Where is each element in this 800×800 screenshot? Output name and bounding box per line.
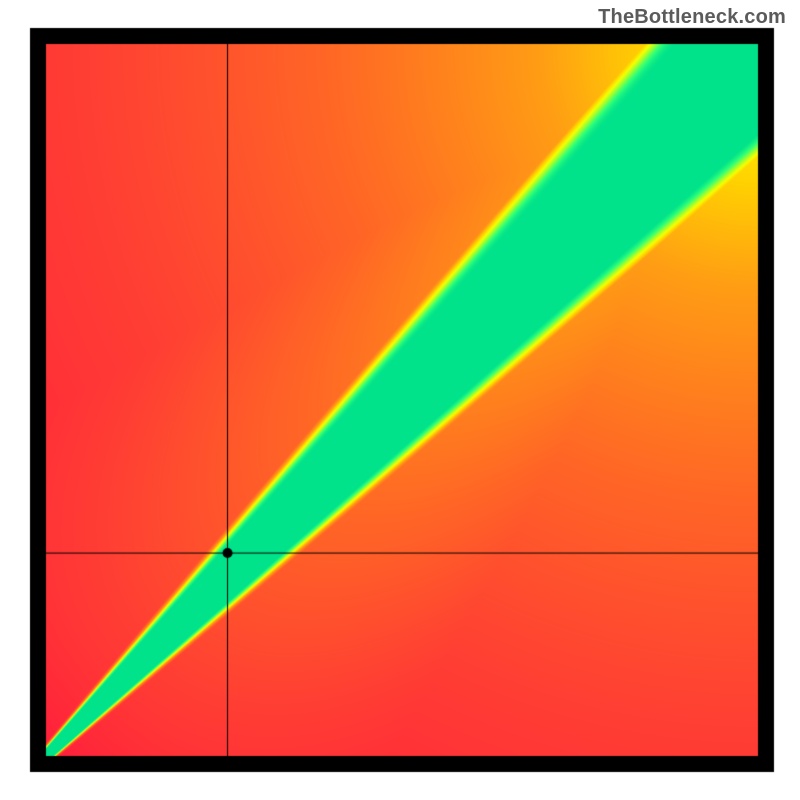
chart-container: TheBottleneck.com [0,0,800,800]
bottleneck-heatmap [0,0,800,800]
